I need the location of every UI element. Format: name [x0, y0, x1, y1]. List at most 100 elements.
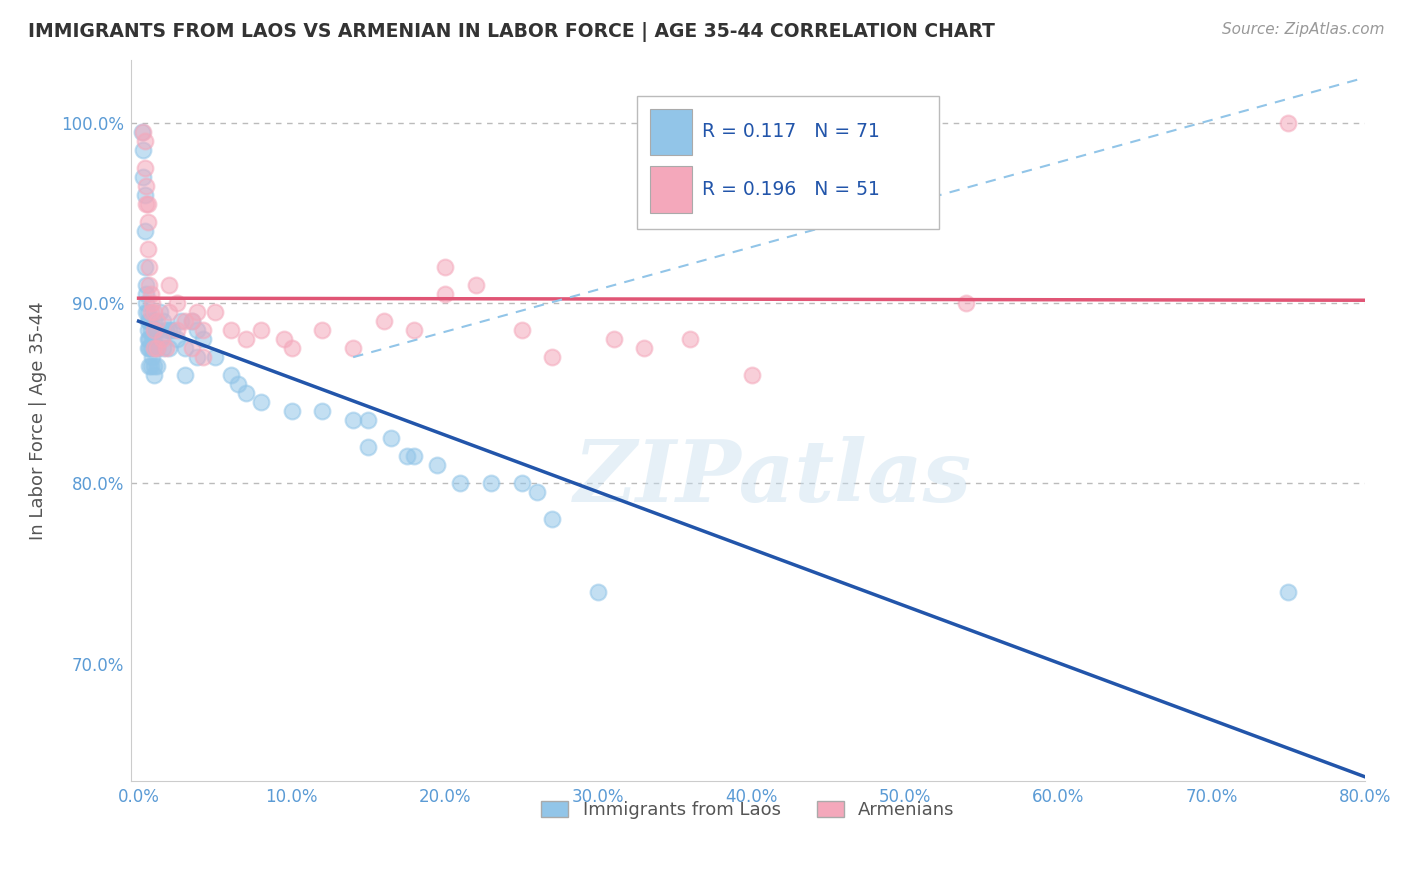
Point	[281, 341, 304, 355]
Point	[157, 323, 180, 337]
Point	[135, 296, 157, 310]
Point	[136, 314, 159, 328]
Point	[142, 332, 165, 346]
Point	[141, 332, 163, 346]
Point	[136, 332, 159, 346]
Point	[235, 386, 257, 401]
Point	[149, 305, 172, 319]
Point	[139, 323, 162, 337]
Point	[138, 278, 160, 293]
Point	[273, 332, 295, 346]
Point	[281, 404, 304, 418]
Point	[138, 332, 160, 346]
Point	[426, 458, 449, 473]
Point	[155, 323, 177, 337]
Point	[139, 341, 162, 355]
Point	[170, 314, 193, 328]
Point	[166, 323, 188, 337]
Point	[157, 305, 180, 319]
Point	[134, 134, 156, 148]
Point	[166, 296, 188, 310]
Point	[134, 224, 156, 238]
Point	[395, 450, 418, 464]
Point	[204, 305, 226, 319]
Point	[134, 187, 156, 202]
Point	[138, 341, 160, 355]
Point	[679, 332, 702, 346]
Point	[142, 314, 165, 328]
Point	[181, 314, 204, 328]
Point	[191, 332, 214, 346]
Point	[226, 377, 249, 392]
Text: R = 0.117   N = 71: R = 0.117 N = 71	[702, 122, 880, 141]
Point	[181, 314, 204, 328]
Point	[434, 287, 457, 301]
Point	[135, 305, 157, 319]
Point	[404, 323, 426, 337]
Point	[155, 341, 177, 355]
Point	[541, 512, 564, 526]
Point	[146, 341, 169, 355]
Point	[1277, 584, 1299, 599]
Point	[250, 395, 273, 409]
Point	[149, 332, 172, 346]
Point	[139, 305, 162, 319]
Point	[219, 368, 242, 383]
Point	[134, 161, 156, 175]
Point	[373, 314, 395, 328]
Point	[181, 341, 204, 355]
Point	[357, 441, 380, 455]
Point	[135, 197, 157, 211]
Point	[235, 332, 257, 346]
Point	[146, 359, 169, 374]
Point	[526, 485, 548, 500]
Point	[136, 341, 159, 355]
Point	[135, 178, 157, 193]
Point	[541, 350, 564, 364]
Point	[138, 314, 160, 328]
Point	[434, 260, 457, 274]
Point	[139, 359, 162, 374]
Point	[633, 341, 655, 355]
Point	[136, 215, 159, 229]
Point	[132, 169, 155, 184]
Point	[138, 260, 160, 274]
Point	[146, 314, 169, 328]
Point	[141, 296, 163, 310]
Point	[342, 341, 364, 355]
Point	[146, 341, 169, 355]
Point	[152, 314, 174, 328]
Point	[134, 260, 156, 274]
Point	[464, 278, 486, 293]
Point	[132, 143, 155, 157]
Text: IMMIGRANTS FROM LAOS VS ARMENIAN IN LABOR FORCE | AGE 35-44 CORRELATION CHART: IMMIGRANTS FROM LAOS VS ARMENIAN IN LABO…	[28, 22, 995, 42]
Point	[131, 125, 153, 139]
Y-axis label: In Labor Force | Age 35-44: In Labor Force | Age 35-44	[30, 301, 46, 540]
Point	[404, 450, 426, 464]
Point	[479, 476, 502, 491]
Point	[135, 278, 157, 293]
Point	[142, 341, 165, 355]
Point	[173, 368, 195, 383]
Point	[136, 323, 159, 337]
Legend: Immigrants from Laos, Armenians: Immigrants from Laos, Armenians	[534, 793, 962, 826]
Point	[141, 350, 163, 364]
Point	[191, 323, 214, 337]
Point	[135, 287, 157, 301]
Point	[157, 341, 180, 355]
Point	[741, 368, 763, 383]
Text: Source: ZipAtlas.com: Source: ZipAtlas.com	[1222, 22, 1385, 37]
Point	[449, 476, 471, 491]
Point	[146, 323, 169, 337]
Point	[142, 368, 165, 383]
Point	[136, 305, 159, 319]
Point	[173, 314, 195, 328]
FancyBboxPatch shape	[651, 109, 692, 155]
Point	[173, 341, 195, 355]
Point	[588, 584, 610, 599]
Point	[510, 476, 533, 491]
FancyBboxPatch shape	[637, 95, 939, 229]
Point	[142, 359, 165, 374]
Point	[142, 323, 165, 337]
Point	[219, 323, 242, 337]
